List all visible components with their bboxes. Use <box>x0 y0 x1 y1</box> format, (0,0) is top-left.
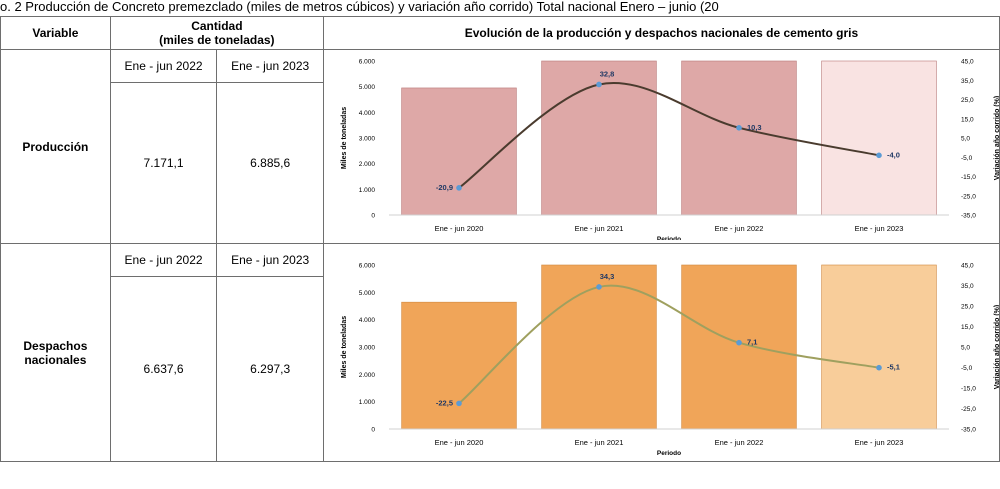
bar <box>541 264 657 430</box>
variation-line <box>458 284 880 405</box>
header-variable: Variable <box>0 16 111 50</box>
value-b: 6.885,6 <box>216 81 324 245</box>
table-row: 7.171,1 6.885,6 <box>1 81 1000 245</box>
y-tick-label: 2.000 <box>359 161 376 168</box>
y2-tick-label: 45,0 <box>961 59 974 66</box>
y2-tick-label: -5,0 <box>961 365 973 372</box>
x-axis-title: Periodo <box>657 236 681 240</box>
value-b: 6.297,3 <box>216 275 324 463</box>
variable-despachos: Despachos nacionales <box>0 243 111 462</box>
bar <box>821 60 937 216</box>
y2-tick-label: -35,0 <box>961 213 976 220</box>
y2-tick-label: -35,0 <box>961 427 976 434</box>
x-tick-label: Ene - jun 2023 <box>855 438 904 447</box>
y2-tick-label: 25,0 <box>961 97 974 104</box>
x-tick-label: Ene - jun 2022 <box>715 438 764 447</box>
y-tick-label: 2.000 <box>359 372 376 379</box>
variable-despachos-line2: nacionales <box>24 352 87 367</box>
y-tick-label: 1.000 <box>359 399 376 406</box>
x-tick-label: Ene - jun 2023 <box>855 224 904 233</box>
period-b: Ene - jun 2023 <box>216 243 324 277</box>
table-row: Producción Ene - jun 2022 Ene - jun 2023… <box>0 49 1000 244</box>
y2-tick-label: 15,0 <box>961 116 974 123</box>
variation-point <box>456 185 462 191</box>
y-tick-label: 0 <box>371 213 375 220</box>
y-tick-label: 5.000 <box>359 290 376 297</box>
bar <box>821 264 937 430</box>
y2-tick-label: -5,0 <box>961 155 973 162</box>
y-tick-label: 4.000 <box>359 110 376 117</box>
y2-tick-label: -25,0 <box>961 406 976 413</box>
y2-tick-label: -15,0 <box>961 174 976 181</box>
variation-point <box>736 339 742 346</box>
bar <box>401 87 517 216</box>
variation-point <box>876 152 882 159</box>
y-tick-label: 6.000 <box>359 59 376 66</box>
variation-label: 32,8 <box>600 69 615 78</box>
y-tick-label: 4.000 <box>359 317 376 324</box>
variation-label: 34,3 <box>600 272 615 281</box>
bar <box>681 264 797 430</box>
variable-produccion: Producción <box>0 49 111 244</box>
y2-tick-label: 5,0 <box>961 345 970 352</box>
period-b: Ene - jun 2023 <box>216 49 324 83</box>
variation-label: 7,1 <box>747 338 757 347</box>
variation-label: -22,5 <box>436 398 453 407</box>
variation-point <box>876 364 882 371</box>
y-axis-title: Miles de toneladas <box>341 107 348 169</box>
variation-label: -4,0 <box>887 150 900 159</box>
x-tick-label: Ene - jun 2020 <box>435 224 484 233</box>
y2-tick-label: 35,0 <box>961 283 974 290</box>
variation-label: -20,9 <box>436 183 453 192</box>
cement-table: Variable Cantidad (miles de toneladas) E… <box>0 16 1000 463</box>
header-cantidad-title: Cantidad <box>191 19 243 33</box>
y2-tick-label: -15,0 <box>961 386 976 393</box>
y2-axis-title: Variación año corrido (%) <box>994 305 999 389</box>
chart-despachos: 6.000 5.000 4.000 3.000 2.000 1.000 0 45,0 35,0 2… <box>341 263 1000 458</box>
y-axis-title: Miles de toneladas <box>341 316 348 378</box>
y2-tick-label: 15,0 <box>961 324 974 331</box>
header-chart-title: Evolución de la producción y despachos n… <box>322 16 1000 50</box>
variation-point <box>456 400 462 407</box>
y2-axis-title: Variación año corrido (%) <box>994 96 999 180</box>
chart-cell-produccion: 6.000 5.000 4.000 3.000 2.000 1.000 0 45,0 35,0 2… <box>322 49 1000 244</box>
chart-cell-despachos: 6.000 5.000 4.000 3.000 2.000 1.000 0 45,0 35,0 2… <box>322 243 1000 462</box>
variation-label: -5,1 <box>887 363 900 372</box>
bar <box>401 301 517 430</box>
variation-label: 10,3 <box>747 123 762 132</box>
y-tick-label: 6.000 <box>359 263 376 270</box>
chart-produccion: 6.000 5.000 4.000 3.000 2.000 1.000 0 45,0 35,0 2… <box>341 59 1000 244</box>
bar <box>681 60 797 216</box>
value-a: 7.171,1 <box>109 81 218 245</box>
variation-point <box>596 81 602 88</box>
table-row: 6.637,6 6.297,3 <box>1 275 1000 463</box>
y2-tick-label: 25,0 <box>961 304 974 311</box>
x-tick-label: Ene - jun 2021 <box>575 438 624 447</box>
y2-tick-label: -25,0 <box>961 193 976 200</box>
header-cantidad: Cantidad (miles de toneladas) <box>109 16 324 50</box>
table-caption: o. 2 Producción de Concreto premezclado … <box>0 0 719 14</box>
variation-point <box>736 124 742 131</box>
variation-point <box>596 284 602 290</box>
y2-tick-label: 5,0 <box>961 136 970 143</box>
header-row: Variable Cantidad (miles de toneladas) E… <box>0 16 1000 50</box>
y2-tick-label: 45,0 <box>961 263 974 270</box>
y2-tick-label: 35,0 <box>961 78 974 85</box>
table-row: Despachos nacionales Ene - jun 2022 Ene … <box>0 243 1000 462</box>
y-tick-label: 0 <box>371 427 375 434</box>
variation-line <box>458 82 880 189</box>
period-a: Ene - jun 2022 <box>109 49 218 83</box>
period-a: Ene - jun 2022 <box>109 243 218 277</box>
x-axis-title: Periodo <box>657 450 681 457</box>
y-tick-label: 3.000 <box>359 345 376 352</box>
x-tick-label: Ene - jun 2020 <box>435 438 484 447</box>
variable-despachos-line1: Despachos <box>23 338 88 353</box>
value-a: 6.637,6 <box>109 275 218 463</box>
y-tick-label: 3.000 <box>359 136 376 143</box>
x-tick-label: Ene - jun 2022 <box>715 224 764 233</box>
header-cantidad-unit: (miles de toneladas) <box>159 33 275 47</box>
y-tick-label: 5.000 <box>359 84 376 91</box>
x-tick-label: Ene - jun 2021 <box>575 224 624 233</box>
y-tick-label: 1.000 <box>359 187 376 194</box>
